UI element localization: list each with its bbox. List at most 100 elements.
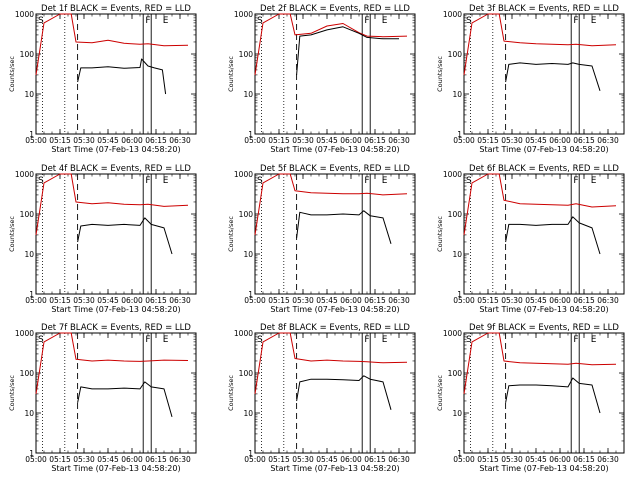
x-tick-label: 06:00 — [340, 136, 362, 145]
lld-series-line — [463, 173, 617, 235]
y-tick-label: 100 — [239, 210, 254, 219]
x-tick-label: 05:00 — [25, 455, 47, 464]
x-tick-label: 05:30 — [501, 296, 523, 305]
x-tick-label: 05:15 — [477, 136, 499, 145]
x-tick-label: 05:30 — [292, 136, 314, 145]
x-tick-label: 06:15 — [145, 296, 167, 305]
plot-frame — [254, 13, 416, 135]
x-tick-label: 06:00 — [121, 136, 143, 145]
y-tick-label: 1 — [29, 130, 34, 139]
y-tick-label: 1000 — [234, 10, 253, 19]
x-axis-label: Start Time (07-Feb-13 04:58:20) — [479, 464, 608, 473]
x-tick-label: 06:30 — [388, 455, 410, 464]
y-tick-label: 10 — [243, 90, 253, 99]
marker-letter-s: S — [466, 176, 472, 186]
panel-title: Det 6f BLACK = Events, RED = LLD — [469, 164, 619, 174]
y-tick-label: 1 — [248, 449, 253, 458]
marker-letter-e: E — [163, 176, 169, 186]
marker-letter-f: F — [145, 176, 150, 186]
plot-frame — [463, 173, 625, 295]
x-tick-label: 05:00 — [244, 455, 266, 464]
marker-letter-f: F — [145, 16, 150, 26]
x-tick-label: 05:45 — [316, 136, 338, 145]
y-tick-label: 1000 — [15, 329, 34, 338]
marker-letter-s: S — [466, 16, 472, 26]
plot-frame — [35, 332, 197, 454]
events-series-line — [296, 26, 399, 75]
x-tick-label: 06:30 — [169, 136, 191, 145]
x-tick-label: 05:45 — [97, 136, 119, 145]
x-tick-label: 05:45 — [316, 296, 338, 305]
y-axis-label: Counts/sec — [436, 56, 444, 92]
marker-letter-s: S — [38, 335, 44, 345]
y-tick-label: 1 — [457, 130, 462, 139]
events-series-line — [505, 216, 601, 255]
detector-panel-2: Det 2f BLACK = Events, RED = LLD 1 10 100 10… — [227, 4, 416, 154]
y-tick-label: 100 — [448, 369, 463, 378]
y-tick-label: 10 — [243, 409, 253, 418]
x-tick-label: 06:15 — [364, 296, 386, 305]
y-tick-label: 1000 — [443, 10, 462, 19]
panel-title: Det 8f BLACK = Events, RED = LLD — [260, 323, 410, 333]
y-tick-label: 100 — [239, 369, 254, 378]
x-tick-label: 05:15 — [268, 136, 290, 145]
x-tick-label: 05:15 — [477, 296, 499, 305]
marker-letter-s: S — [38, 176, 44, 186]
marker-letter-f: F — [145, 335, 150, 345]
marker-letter-e: E — [591, 16, 597, 26]
events-series-line — [505, 62, 601, 91]
marker-letter-f: F — [573, 335, 578, 345]
detector-panel-7: Det 7f BLACK = Events, RED = LLD 1 10 100 10… — [8, 323, 197, 473]
x-tick-label: 05:30 — [292, 455, 314, 464]
x-tick-label: 06:15 — [573, 296, 595, 305]
y-tick-label: 1000 — [443, 329, 462, 338]
detector-panel-9: Det 9f BLACK = Events, RED = LLD 1 10 100 10… — [436, 323, 625, 473]
marker-letter-e: E — [591, 335, 597, 345]
y-tick-label: 100 — [20, 369, 35, 378]
detector-panel-1: Det 1f BLACK = Events, RED = LLD 1 10 100 10… — [8, 4, 197, 154]
x-tick-label: 05:15 — [49, 455, 71, 464]
x-tick-label: 05:00 — [25, 296, 47, 305]
y-tick-label: 1 — [29, 449, 34, 458]
y-axis-label: Counts/sec — [8, 216, 16, 252]
y-tick-label: 10 — [24, 250, 34, 259]
x-tick-label: 05:45 — [316, 455, 338, 464]
x-tick-label: 05:00 — [453, 136, 475, 145]
x-tick-label: 06:00 — [549, 136, 571, 145]
y-tick-label: 1 — [29, 290, 34, 299]
marker-letter-e: E — [382, 335, 388, 345]
x-tick-label: 06:00 — [340, 455, 362, 464]
y-axis-label: Counts/sec — [8, 375, 16, 411]
y-tick-label: 10 — [452, 90, 462, 99]
x-tick-label: 06:00 — [549, 455, 571, 464]
plot-frame — [463, 332, 625, 454]
y-tick-label: 100 — [20, 50, 35, 59]
x-tick-label: 05:00 — [244, 296, 266, 305]
panel-title: Det 5f BLACK = Events, RED = LLD — [260, 164, 410, 174]
y-tick-label: 1000 — [15, 170, 34, 179]
x-tick-label: 06:30 — [169, 296, 191, 305]
panel-title: Det 7f BLACK = Events, RED = LLD — [41, 323, 191, 333]
y-tick-label: 1000 — [234, 329, 253, 338]
x-axis-label: Start Time (07-Feb-13 04:58:20) — [479, 145, 608, 154]
x-tick-label: 05:15 — [477, 455, 499, 464]
y-tick-label: 10 — [24, 409, 34, 418]
x-axis-label: Start Time (07-Feb-13 04:58:20) — [51, 464, 180, 473]
lld-series-line — [463, 13, 617, 75]
panel-title: Det 2f BLACK = Events, RED = LLD — [260, 4, 410, 14]
x-axis-label: Start Time (07-Feb-13 04:58:20) — [270, 464, 399, 473]
plot-frame — [35, 173, 197, 295]
panel-title: Det 9f BLACK = Events, RED = LLD — [469, 323, 619, 333]
x-axis-label: Start Time (07-Feb-13 04:58:20) — [270, 305, 399, 314]
lld-series-line — [35, 173, 189, 235]
x-tick-label: 05:15 — [268, 455, 290, 464]
marker-letter-f: F — [364, 335, 369, 345]
x-tick-label: 06:00 — [121, 296, 143, 305]
x-tick-label: 05:15 — [49, 136, 71, 145]
detector-panel-5: Det 5f BLACK = Events, RED = LLD 1 10 100 10… — [227, 164, 416, 314]
marker-letter-s: S — [38, 16, 44, 26]
x-tick-label: 06:00 — [340, 296, 362, 305]
y-tick-label: 1 — [457, 449, 462, 458]
x-tick-label: 06:30 — [388, 136, 410, 145]
y-tick-label: 100 — [448, 50, 463, 59]
